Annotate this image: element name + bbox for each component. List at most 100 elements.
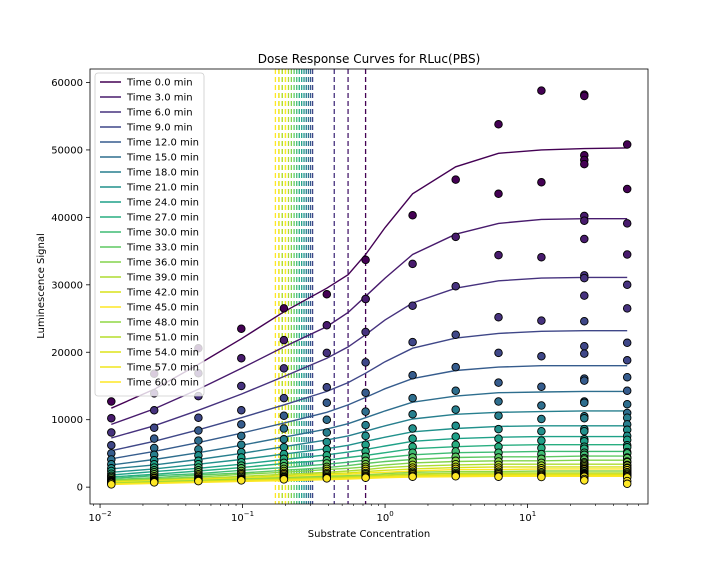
- data-point-3-12: [580, 341, 589, 351]
- data-point-3-0: [107, 441, 116, 450]
- data-point-8-7: [408, 434, 417, 443]
- data-point-1-8: [451, 232, 460, 242]
- legend-label-5: Time 15.0 min: [126, 153, 199, 164]
- data-point-7-7: [408, 424, 417, 433]
- data-point-20-12: [580, 476, 589, 485]
- legend-label-13: Time 39.0 min: [126, 273, 199, 284]
- legend-label-0: Time 0.0 min: [126, 78, 193, 89]
- data-point-7-12: [580, 426, 589, 436]
- data-point-0-13: [537, 178, 546, 187]
- data-point-5-4: [279, 424, 289, 433]
- data-point-7-5: [322, 437, 332, 447]
- y-tick-label-0: 0: [77, 483, 83, 494]
- data-point-1-7: [408, 259, 417, 269]
- data-point-0-15: [580, 91, 589, 101]
- data-point-3-5: [322, 383, 332, 392]
- data-point-20-8: [451, 472, 460, 481]
- data-point-4-4: [279, 411, 289, 420]
- legend-label-8: Time 24.0 min: [126, 198, 199, 209]
- data-point-2-7: [408, 301, 417, 310]
- fit-curve-6: [111, 410, 628, 470]
- data-point-3-15: [622, 356, 632, 365]
- data-point-5-9: [494, 397, 503, 406]
- data-point-6-6: [361, 420, 370, 430]
- data-point-1-9: [494, 250, 503, 260]
- legend: Time 0.0 min Time 3.0 min Time 6.0 min Time…: [94, 72, 205, 397]
- data-point-3-13: [580, 349, 589, 358]
- data-point-2-15: [622, 304, 632, 313]
- data-point-2-10: [537, 316, 546, 325]
- data-point-8-9: [494, 434, 503, 443]
- legend-label-15: Time 45.0 min: [126, 303, 199, 314]
- ec50-lines: [274, 69, 367, 504]
- data-point-2-1: [149, 406, 159, 415]
- data-point-0-8: [408, 211, 417, 220]
- y-axis-title: Luminescence Signal: [36, 233, 47, 339]
- data-point-3-9: [494, 348, 503, 358]
- legend-label-7: Time 21.0 min: [126, 183, 199, 194]
- data-point-20-6: [361, 473, 370, 482]
- data-point-0-3: [237, 324, 246, 333]
- legend-label-4: Time 12.0 min: [126, 138, 199, 149]
- data-point-1-12: [580, 216, 589, 225]
- data-point-7-10: [537, 426, 546, 436]
- data-point-3-14: [622, 338, 632, 348]
- fit-curve-5: [111, 390, 628, 466]
- data-point-5-10: [537, 401, 546, 410]
- data-point-7-6: [361, 431, 370, 441]
- data-point-8-10: [537, 436, 546, 445]
- data-point-4-7: [408, 370, 417, 380]
- data-point-20-10: [537, 472, 546, 482]
- data-point-6-9: [494, 411, 503, 420]
- x-tick-label-0: 10−2: [89, 510, 112, 524]
- data-point-3-4: [279, 393, 289, 403]
- data-point-1-13: [580, 234, 589, 244]
- legend-label-19: Time 57.0 min: [126, 363, 199, 374]
- legend-label-3: Time 9.0 min: [126, 123, 193, 134]
- data-point-2-5: [322, 348, 332, 358]
- data-point-1-0: [107, 414, 116, 423]
- data-point-7-8: [451, 421, 460, 431]
- data-point-2-13: [580, 291, 589, 300]
- data-point-6-10: [537, 414, 546, 424]
- data-point-3-2: [194, 413, 203, 422]
- data-point-4-1: [149, 434, 159, 443]
- data-point-0-9: [451, 175, 460, 184]
- data-point-1-15: [622, 250, 632, 259]
- x-tick-label-3: 101: [519, 510, 536, 524]
- data-point-5-7: [408, 393, 417, 403]
- data-point-2-0: [107, 428, 116, 437]
- data-point-4-14: [622, 386, 632, 395]
- fit-curve-3: [111, 330, 628, 452]
- data-point-5-2: [194, 436, 203, 445]
- data-point-6-3: [237, 440, 246, 449]
- y-tick-label-6: 60000: [51, 78, 83, 89]
- data-point-1-10: [537, 252, 546, 262]
- chart-title: Dose Response Curves for RLuc(PBS): [258, 52, 481, 66]
- data-point-20-7: [408, 472, 417, 481]
- y-axis: 0 10000 20000 30000 40000 50000 60000: [51, 78, 90, 494]
- y-tick-label-1: 10000: [51, 415, 83, 426]
- data-point-0-4: [279, 304, 289, 313]
- y-tick-label-4: 40000: [51, 213, 83, 224]
- x-tick-label-1: 10−1: [231, 510, 254, 524]
- legend-label-10: Time 30.0 min: [126, 228, 199, 239]
- data-point-4-9: [494, 378, 503, 387]
- data-point-2-12: [580, 273, 589, 283]
- data-point-20-0: [107, 480, 116, 489]
- data-point-0-11: [494, 189, 503, 199]
- fit-curve-0: [111, 147, 628, 409]
- data-point-4-2: [194, 426, 203, 435]
- data-point-5-12: [580, 398, 589, 408]
- data-point-4-12: [580, 376, 589, 385]
- data-point-3-7: [408, 337, 417, 347]
- data-point-20-9: [494, 472, 503, 481]
- data-point-4-3: [237, 420, 246, 429]
- data-point-2-8: [451, 281, 460, 291]
- data-point-3-1: [149, 423, 159, 433]
- legend-label-14: Time 42.0 min: [126, 288, 199, 299]
- data-point-20-14: [622, 479, 632, 489]
- data-point-0-6: [361, 255, 370, 265]
- data-point-4-5: [322, 398, 332, 408]
